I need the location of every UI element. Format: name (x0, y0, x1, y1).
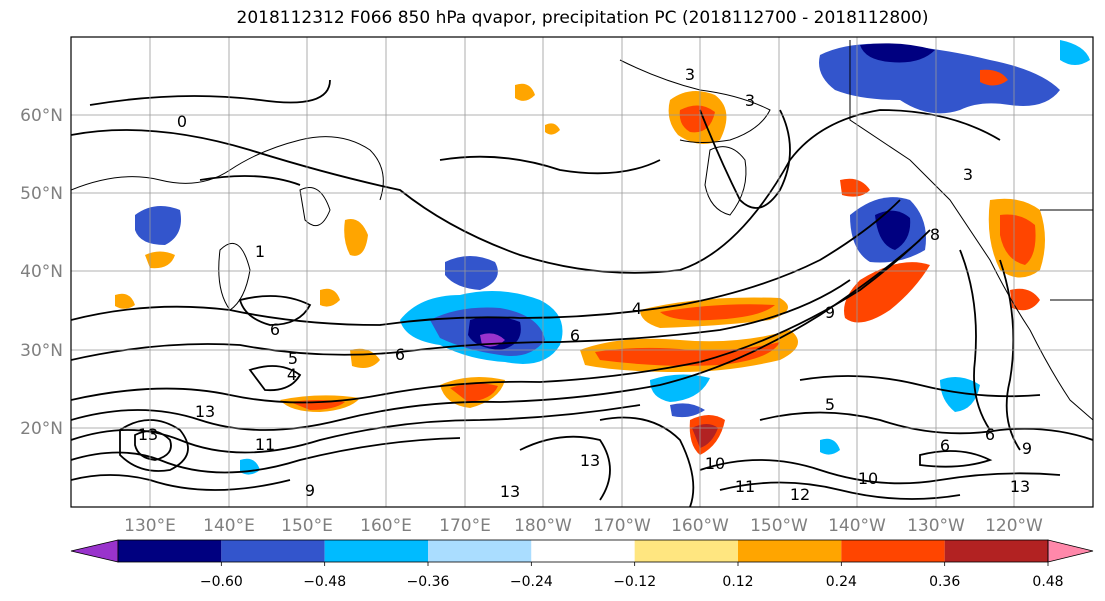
latitude-labels: 60°N 50°N 40°N 30°N 20°N (20, 106, 63, 439)
contour-label: 13 (1010, 477, 1030, 496)
longitude-label: 180°W (514, 516, 572, 536)
contour-label: 11 (255, 435, 275, 454)
colorbar-tick-label: −0.48 (303, 574, 346, 590)
latitude-label: 30°N (20, 341, 63, 361)
contour-label: 0 (177, 112, 187, 131)
longitude-label: 140°W (828, 516, 886, 536)
contour-label: 8 (930, 225, 940, 244)
contour-label: 12 (790, 485, 810, 504)
longitude-label: 170°W (593, 516, 651, 536)
colorbar-extend-max (1047, 539, 1094, 563)
contour-label: 6 (395, 345, 405, 364)
colorbar-tick-label: 0.12 (722, 574, 753, 590)
contour-label: 6 (985, 425, 995, 444)
colorbar-extend-min (70, 539, 119, 563)
colorbar-tick-label: 0.36 (929, 574, 960, 590)
contour-label: 13 (195, 402, 215, 421)
contour-label: 5 (288, 349, 298, 368)
contour-label: 6 (270, 320, 280, 339)
contour-label: 4 (632, 299, 642, 318)
colorbar-segment (841, 540, 945, 562)
colorbar-segment (531, 540, 635, 562)
contour-label: 13 (580, 451, 600, 470)
contour-label: 9 (825, 303, 835, 322)
colorbar-segment (738, 540, 842, 562)
contour-label: 6 (940, 436, 950, 455)
contour-label: 13 (138, 425, 158, 444)
colorbar-tick-label: 0.24 (826, 574, 857, 590)
colorbar-segment (428, 540, 532, 562)
contour-label: 9 (1022, 439, 1032, 458)
contour-label: 6 (570, 326, 580, 345)
colorbar-tick-labels: −0.60 −0.48 −0.36 −0.24 −0.12 0.12 0.24 0.36 0.4… (200, 562, 1064, 590)
colorbar-tick-label: −0.12 (613, 574, 656, 590)
contour-label: 11 (735, 477, 755, 496)
latitude-label: 60°N (20, 106, 63, 126)
longitude-label: 150°E (281, 516, 333, 536)
latitude-label: 20°N (20, 419, 63, 439)
map-gridlines (71, 37, 1093, 507)
colorbar-tick-label: −0.60 (200, 574, 243, 590)
colorbar-tick-label: 0.48 (1032, 574, 1063, 590)
precipitation-shading (115, 40, 1090, 475)
contour-label: 4 (287, 365, 297, 384)
colorbar-segment (221, 540, 325, 562)
contour-label: 3 (685, 65, 695, 84)
colorbar-segment (944, 540, 1048, 562)
contour-label: 1 (255, 242, 265, 261)
contour-label: 3 (745, 91, 755, 110)
map-title: 2018112312 F066 850 hPa qvapor, precipit… (236, 8, 929, 28)
contour-label: 3 (963, 165, 973, 184)
longitude-label: 140°E (203, 516, 255, 536)
colorbar-tick-label: −0.36 (407, 574, 450, 590)
contour-label: 10 (858, 469, 878, 488)
longitude-label: 160°W (671, 516, 729, 536)
longitude-label: 160°E (360, 516, 412, 536)
colorbar (70, 539, 1094, 563)
longitude-label: 130°E (124, 516, 176, 536)
contour-label: 9 (305, 481, 315, 500)
colorbar-segment (118, 540, 222, 562)
longitude-labels: 130°E 140°E 150°E 160°E 170°E 180°W 170°W 160°W… (124, 516, 1043, 536)
contour-label: 13 (500, 482, 520, 501)
contour-label: 10 (705, 454, 725, 473)
longitude-label: 130°W (907, 516, 965, 536)
longitude-label: 120°W (985, 516, 1043, 536)
contour-label: 5 (825, 395, 835, 414)
colorbar-tick-label: −0.24 (510, 574, 553, 590)
longitude-label: 170°E (439, 516, 491, 536)
colorbar-segment (324, 540, 428, 562)
latitude-label: 50°N (20, 184, 63, 204)
longitude-label: 150°W (750, 516, 808, 536)
colorbar-frame (117, 539, 1049, 563)
map-frame (70, 36, 1094, 508)
latitude-label: 40°N (20, 262, 63, 282)
coastlines (71, 40, 1093, 421)
colorbar-segment (634, 540, 738, 562)
